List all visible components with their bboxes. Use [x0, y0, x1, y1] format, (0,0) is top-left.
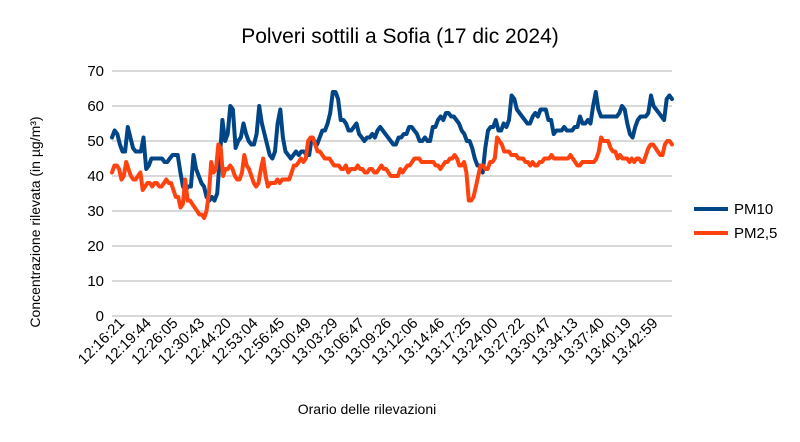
- legend-label: PM10: [734, 201, 773, 218]
- chart-title: Polveri sottili a Sofia (17 dic 2024): [241, 25, 559, 48]
- y-tick-label: 60: [87, 98, 104, 115]
- y-tick-label: 70: [87, 63, 104, 80]
- y-axis-ticks: 0 10 20 30 40 50 60 70: [87, 63, 104, 325]
- y-tick-label: 30: [87, 203, 104, 220]
- series-line-1: [110, 135, 674, 220]
- y-tick-label: 0: [96, 308, 104, 325]
- y-tick-label: 40: [87, 168, 104, 185]
- y-axis-title: Concentrazione rilevata (in µg/m³): [27, 116, 43, 327]
- grid: [112, 70, 672, 317]
- y-tick-label: 10: [87, 273, 104, 290]
- x-axis-title: Orario delle rilevazioni: [298, 401, 437, 417]
- y-tick-label: 50: [87, 133, 104, 150]
- legend: PM10 PM2,5: [694, 201, 777, 242]
- y-tick-label: 20: [87, 238, 104, 255]
- x-axis-ticks: 12:16:2112:19:4412:26:0512:30:4312:44:20…: [75, 315, 662, 368]
- series-lines: [110, 90, 674, 220]
- series-line-0: [110, 90, 674, 203]
- legend-label: PM2,5: [734, 225, 777, 242]
